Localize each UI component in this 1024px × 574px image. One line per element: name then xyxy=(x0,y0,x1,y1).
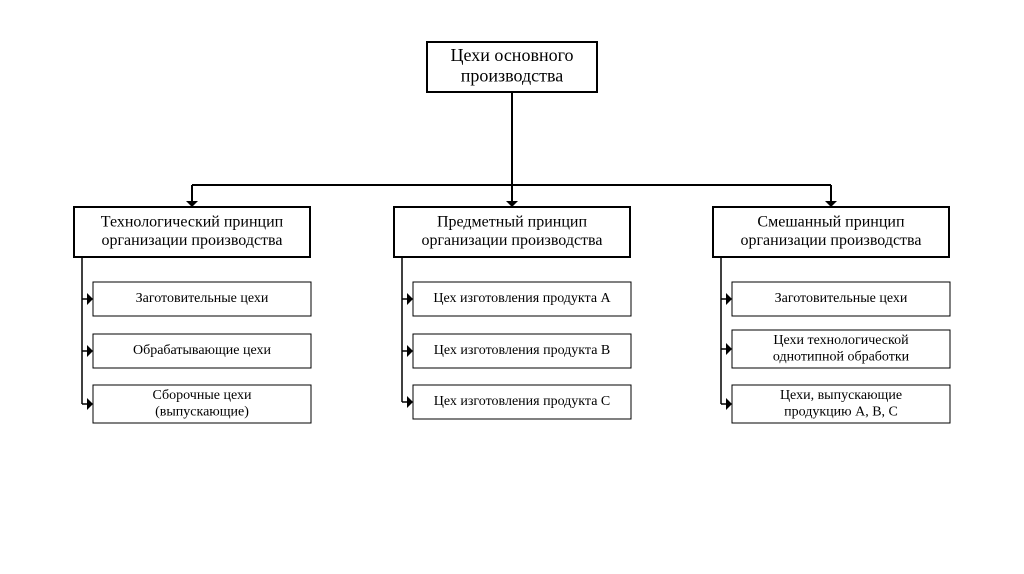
branch-2-leaf-2-label: продукцию А, В, С xyxy=(784,404,898,419)
branch-2-leaf-0-label: Заготовительные цехи xyxy=(775,291,908,306)
branch-0-leaf-2-label: Сборочные цехи xyxy=(153,388,252,403)
org-chart: Цехи основногопроизводства Технологически… xyxy=(0,0,1024,574)
root-node-label: производства xyxy=(461,65,564,85)
branch-2-header: Смешанный принцип организации производств… xyxy=(713,207,949,257)
branch-1-leaf-1-label: Цех изготовления продукта В xyxy=(434,343,611,358)
branch-2-leaf-1-label: однотипной обработки xyxy=(773,349,910,364)
branch-1-leaf-0-label: Цех изготовления продукта А xyxy=(433,291,611,306)
root-node: Цехи основногопроизводства xyxy=(427,42,597,92)
branch-0-header-label: Технологический принцип xyxy=(101,213,284,230)
branch-1-leaf-1: Цех изготовления продукта В xyxy=(413,334,631,368)
branch-0-leaf-0: Заготовительные цехи xyxy=(93,282,311,316)
branch-1-header-label: Предметный принцип xyxy=(437,213,587,230)
branch-2-leaf-1: Цехи технологическойоднотипной обработки xyxy=(732,330,950,368)
root-node-label: Цехи основного xyxy=(450,45,573,65)
branch-2-leaf-1-label: Цехи технологической xyxy=(773,333,909,348)
branch-2-header-label: Смешанный принцип xyxy=(757,213,905,230)
branch-0-header-label: организации производства xyxy=(101,232,282,249)
branch-1-header: Предметный принцип организации производст… xyxy=(394,207,630,257)
branch-1-header-label: организации производства xyxy=(421,232,602,249)
branch-2-leaf-2: Цехи, выпускающиепродукцию А, В, С xyxy=(732,385,950,423)
branch-1-leaf-2-label: Цех изготовления продукта С xyxy=(434,394,611,409)
branch-0-leaf-0-label: Заготовительные цехи xyxy=(136,291,269,306)
branch-0-leaf-1-label: Обрабатывающие цехи xyxy=(133,343,272,358)
branch-0-leaf-2-label: (выпускающие) xyxy=(155,404,249,419)
branch-0-leaf-2: Сборочные цехи(выпускающие) xyxy=(93,385,311,423)
branch-2-leaf-0: Заготовительные цехи xyxy=(732,282,950,316)
branch-2-leaf-2-label: Цехи, выпускающие xyxy=(780,388,902,403)
branch-1-leaf-0: Цех изготовления продукта А xyxy=(413,282,631,316)
branch-2-header-label: организации производства xyxy=(740,232,921,249)
branch-1-leaf-2: Цех изготовления продукта С xyxy=(413,385,631,419)
branch-0-header: Технологический принцип организации произ… xyxy=(74,207,310,257)
branch-0-leaf-1: Обрабатывающие цехи xyxy=(93,334,311,368)
